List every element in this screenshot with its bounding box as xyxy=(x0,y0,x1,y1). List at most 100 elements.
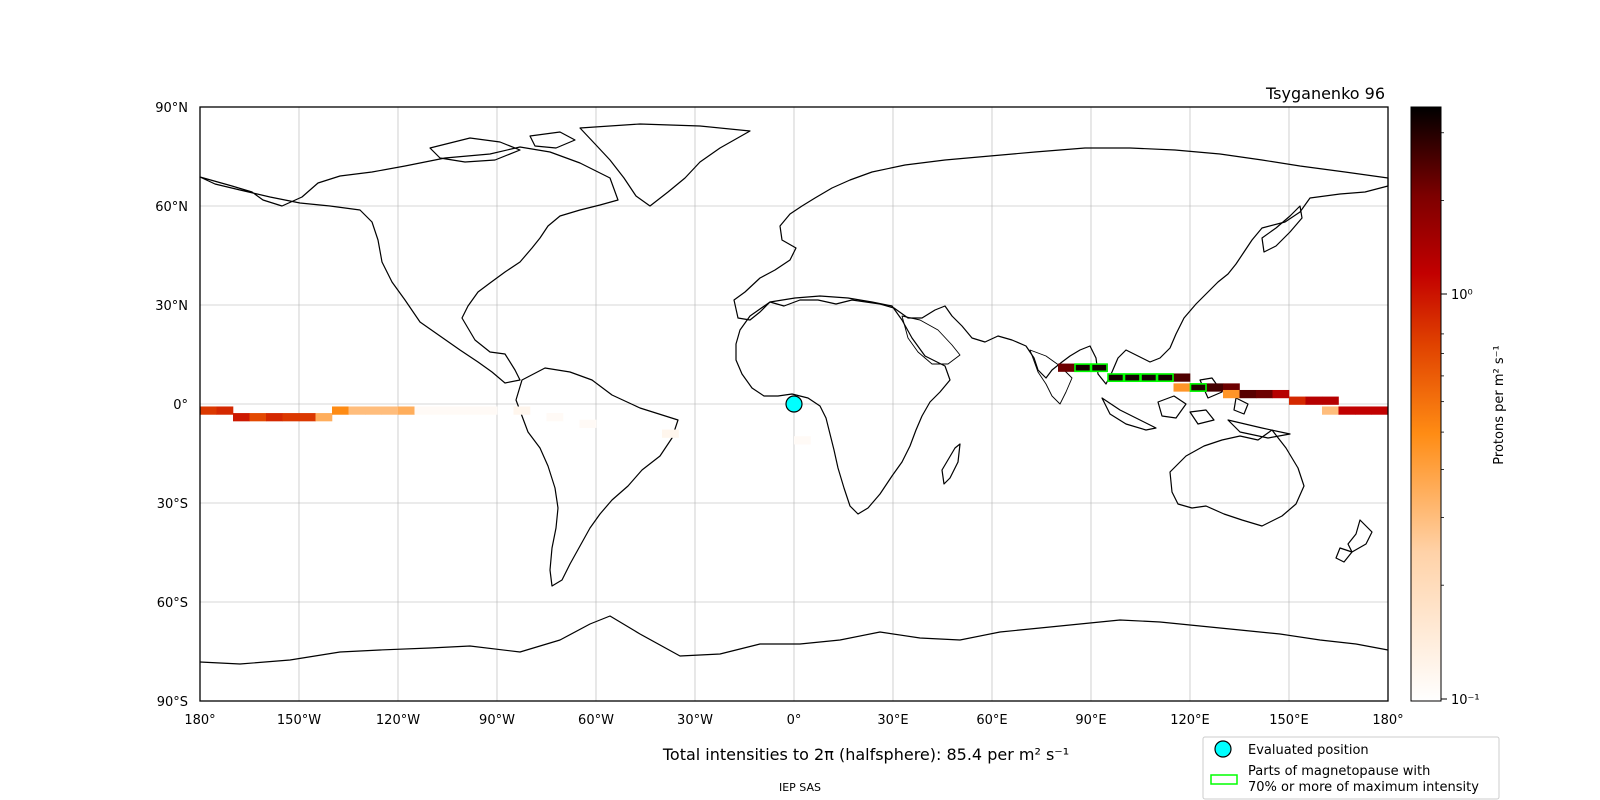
x-tick-label: 120°W xyxy=(376,713,420,728)
magnetopause-cell-outline xyxy=(1090,363,1108,373)
legend-box xyxy=(1202,736,1500,800)
y-tick-label: 60°S xyxy=(157,596,188,611)
intensity-cell xyxy=(282,413,300,422)
y-tick-label: 30°N xyxy=(155,299,188,314)
intensity-cell xyxy=(1206,383,1224,392)
intensity-cell xyxy=(233,413,250,422)
intensity-cell xyxy=(216,406,234,415)
island-new-zealand xyxy=(1335,519,1373,563)
y-tick-label: 30°S xyxy=(157,497,188,512)
intensity-cell xyxy=(1305,396,1323,405)
intensity-cell xyxy=(1338,406,1356,415)
colorbar-minor-ticks xyxy=(1441,132,1444,586)
intensity-cell xyxy=(1124,373,1141,382)
intensity-cell xyxy=(299,413,316,422)
intensity-cell xyxy=(1272,389,1290,399)
intensity-cell xyxy=(662,429,679,438)
intensity-cell xyxy=(1256,389,1273,399)
intensity-cell xyxy=(266,413,283,422)
intensity-cell xyxy=(365,406,382,415)
x-axis-ticks: 180° 150°W 120°W 90°W 60°W 30°W 0° 30°E 60°E 90°E… xyxy=(184,713,1403,728)
intensity-cell xyxy=(249,413,267,422)
legend-marker-icon xyxy=(1214,740,1232,758)
intensity-cell xyxy=(480,406,498,415)
intensity-cell xyxy=(1322,396,1339,405)
continent-eurasia xyxy=(733,147,1389,385)
intensity-cell xyxy=(1058,363,1075,372)
intensity-cell xyxy=(1157,373,1174,382)
intensity-cell xyxy=(381,406,399,415)
x-tick-label: 150°W xyxy=(277,713,321,728)
intensity-cell xyxy=(794,436,811,445)
intensity-cell xyxy=(1173,383,1191,392)
y-tick-label: 90°N xyxy=(155,101,188,116)
colorbar-tick-label-min: 10⁻¹ xyxy=(1451,693,1480,708)
intensity-cell xyxy=(513,406,531,415)
continent-greenland xyxy=(579,123,751,207)
continent-africa xyxy=(735,295,951,515)
intensity-cell xyxy=(398,406,415,415)
arctic-islands xyxy=(429,131,576,163)
magnetopause-cell-outline xyxy=(1074,363,1092,373)
x-tick-label: 0° xyxy=(787,713,802,728)
island-madagascar xyxy=(941,443,961,485)
x-tick-label: 150°E xyxy=(1269,713,1309,728)
colorbar-label: Protons per m² s⁻¹ xyxy=(1492,345,1507,464)
intensity-cell xyxy=(1223,383,1240,392)
intensity-cell xyxy=(464,406,481,415)
intensity-cell xyxy=(431,406,448,415)
intensity-cell xyxy=(546,413,564,422)
colorbar-tick-label-major: 10⁰ xyxy=(1451,288,1473,303)
intensity-cell xyxy=(1091,363,1108,372)
intensity-cell xyxy=(200,406,217,415)
coastlines xyxy=(199,123,1389,665)
intensity-cell xyxy=(332,406,349,415)
intensity-cell xyxy=(1355,406,1372,415)
x-tick-label: 180° xyxy=(184,713,215,728)
evaluated-position-marker xyxy=(785,395,803,413)
footer-credit: IEP SAS xyxy=(779,781,821,794)
y-tick-label: 60°N xyxy=(155,200,188,215)
total-intensity-caption: Total intensities to 2π (halfsphere): 85… xyxy=(662,745,1069,764)
islands-indonesia xyxy=(1101,377,1291,439)
intensity-cell xyxy=(1239,389,1257,399)
intensity-cell xyxy=(447,406,465,415)
intensity-cell xyxy=(1107,373,1125,382)
x-tick-label: 60°E xyxy=(976,713,1007,728)
intensity-cell xyxy=(348,406,366,415)
intensity-cell xyxy=(1190,383,1207,392)
y-tick-label: 0° xyxy=(173,398,188,413)
magnetopause-cell-outline xyxy=(1123,373,1141,383)
magnetopause-cell-outline xyxy=(1140,373,1158,383)
magnetopause-cell-outline xyxy=(1107,373,1125,383)
intensity-cell xyxy=(1140,373,1158,382)
legend-magnetopause-line1: Parts of magnetopause with xyxy=(1248,764,1430,779)
island-japan xyxy=(1261,205,1303,253)
x-tick-label: 90°E xyxy=(1075,713,1106,728)
intensity-cell xyxy=(579,419,597,428)
x-tick-label: 90°W xyxy=(479,713,515,728)
legend: Evaluated position Parts of magnetopause… xyxy=(1202,736,1500,800)
region-arabia xyxy=(901,315,961,365)
y-tick-label: 90°S xyxy=(157,695,188,710)
intensity-cell xyxy=(1173,373,1191,382)
x-tick-label: 60°W xyxy=(578,713,614,728)
continent-south-america xyxy=(515,367,679,587)
x-tick-label: 30°E xyxy=(877,713,908,728)
magnetopause-cell-outline xyxy=(1189,383,1207,392)
continent-antarctica xyxy=(199,615,1389,665)
continent-north-america xyxy=(199,146,619,384)
intensity-cells xyxy=(200,363,1389,445)
intensity-cell xyxy=(315,413,333,422)
intensity-cell xyxy=(1074,363,1092,372)
legend-highlight-icon xyxy=(1210,774,1238,785)
intensity-cell xyxy=(1371,406,1389,415)
colorbar xyxy=(1410,106,1442,702)
x-tick-label: 180° xyxy=(1372,713,1403,728)
intensity-cell xyxy=(1223,389,1240,399)
x-tick-label: 30°W xyxy=(677,713,713,728)
continent-australia xyxy=(1169,429,1305,527)
x-tick-label: 120°E xyxy=(1170,713,1210,728)
intensity-cell xyxy=(414,406,432,415)
